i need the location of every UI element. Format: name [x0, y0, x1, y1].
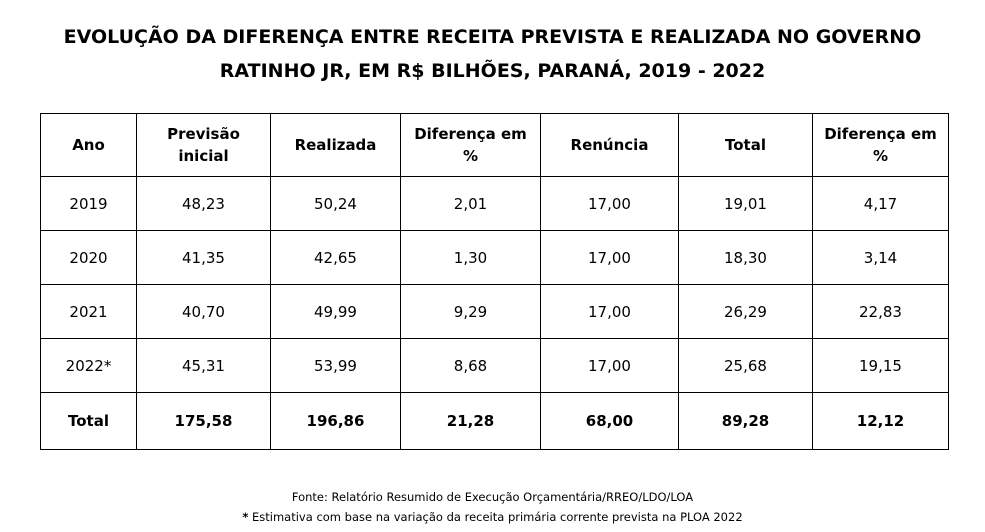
cell-difference-total: 4,17	[812, 176, 949, 231]
cell-year: 2022*	[40, 338, 137, 393]
header-realized: Realizada	[270, 113, 401, 177]
cell-initial-forecast: 45,31	[136, 338, 271, 393]
total-total: 89,28	[678, 392, 813, 450]
cell-initial-forecast: 41,35	[136, 230, 271, 285]
estimate-note: * Estimativa com base na variação da rec…	[0, 507, 985, 527]
total-label: Total	[40, 392, 137, 450]
document-title: EVOLUÇÃO DA DIFERENÇA ENTRE RECEITA PREV…	[0, 20, 985, 88]
header-difference-percent: Diferença em %	[400, 113, 541, 177]
cell-realized: 49,99	[270, 284, 401, 339]
header-total: Total	[678, 113, 813, 177]
revenue-table: Ano Previsão inicial Realizada Diferença…	[40, 113, 949, 450]
cell-renunciation: 17,00	[540, 230, 679, 285]
table-header-row: Ano Previsão inicial Realizada Diferença…	[40, 113, 949, 177]
cell-difference: 1,30	[400, 230, 541, 285]
table-total-row: Total 175,58 196,86 21,28 68,00 89,28 12…	[40, 392, 949, 450]
table-row: 2021 40,70 49,99 9,29 17,00 26,29 22,83	[40, 284, 949, 339]
total-initial-forecast: 175,58	[136, 392, 271, 450]
cell-difference-total: 19,15	[812, 338, 949, 393]
cell-renunciation: 17,00	[540, 338, 679, 393]
cell-total: 19,01	[678, 176, 813, 231]
cell-year: 2019	[40, 176, 137, 231]
total-difference-total: 12,12	[812, 392, 949, 450]
title-line-1: EVOLUÇÃO DA DIFERENÇA ENTRE RECEITA PREV…	[63, 26, 922, 48]
cell-total: 26,29	[678, 284, 813, 339]
title-line-2: RATINHO JR, EM R$ BILHÕES, PARANÁ, 2019 …	[219, 60, 766, 82]
table-row: 2022* 45,31 53,99 8,68 17,00 25,68 19,15	[40, 338, 949, 393]
cell-initial-forecast: 48,23	[136, 176, 271, 231]
cell-year: 2020	[40, 230, 137, 285]
cell-total: 18,30	[678, 230, 813, 285]
cell-difference-total: 22,83	[812, 284, 949, 339]
cell-difference: 9,29	[400, 284, 541, 339]
table-row: 2020 41,35 42,65 1,30 17,00 18,30 3,14	[40, 230, 949, 285]
cell-realized: 53,99	[270, 338, 401, 393]
header-renunciation: Renúncia	[540, 113, 679, 177]
total-realized: 196,86	[270, 392, 401, 450]
cell-difference: 2,01	[400, 176, 541, 231]
footnotes: Fonte: Relatório Resumido de Execução Or…	[0, 487, 985, 527]
cell-renunciation: 17,00	[540, 176, 679, 231]
total-renunciation: 68,00	[540, 392, 679, 450]
cell-difference-total: 3,14	[812, 230, 949, 285]
source-note: Fonte: Relatório Resumido de Execução Or…	[291, 490, 694, 504]
cell-realized: 50,24	[270, 176, 401, 231]
estimate-note-text: Estimativa com base na variação da recei…	[248, 510, 743, 524]
cell-year: 2021	[40, 284, 137, 339]
cell-difference: 8,68	[400, 338, 541, 393]
header-initial-forecast: Previsão inicial	[136, 113, 271, 177]
cell-renunciation: 17,00	[540, 284, 679, 339]
header-difference-percent-total: Diferença em %	[812, 113, 949, 177]
cell-total: 25,68	[678, 338, 813, 393]
asterisk-marker: *	[242, 510, 249, 524]
table-row: 2019 48,23 50,24 2,01 17,00 19,01 4,17	[40, 176, 949, 231]
total-difference: 21,28	[400, 392, 541, 450]
cell-initial-forecast: 40,70	[136, 284, 271, 339]
header-year: Ano	[40, 113, 137, 177]
cell-realized: 42,65	[270, 230, 401, 285]
